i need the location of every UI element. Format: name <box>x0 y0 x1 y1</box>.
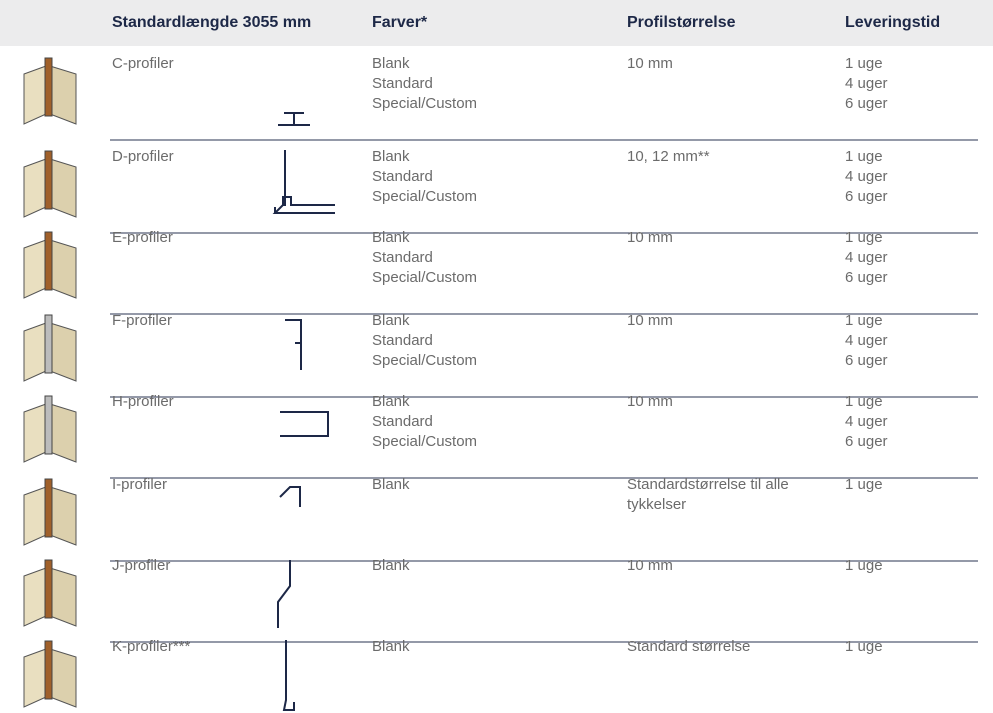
header-bar <box>0 0 993 46</box>
product-profile <box>44 314 53 374</box>
product-panel <box>49 403 77 463</box>
delivery-time: 1 uge <box>845 638 883 655</box>
profile-name: J-profiler <box>112 557 171 574</box>
color-option: Blank <box>372 229 410 246</box>
column-header: Farver* <box>372 14 428 31</box>
product-panel <box>49 567 77 627</box>
profile-name: C-profiler <box>112 55 174 72</box>
delivery-time: 4 uger <box>845 413 888 430</box>
product-profile <box>44 231 53 291</box>
product-panel <box>23 648 47 708</box>
profile-name: K-profiler*** <box>112 638 191 655</box>
delivery-time: 6 uger <box>845 433 888 450</box>
color-option: Blank <box>372 393 410 410</box>
delivery-time: 1 uge <box>845 55 883 72</box>
profile-diagram <box>282 640 295 711</box>
column-header: Profilstørrelse <box>627 14 736 31</box>
color-option: Blank <box>372 638 410 655</box>
profile-diagram <box>280 411 329 437</box>
color-option: Blank <box>372 312 410 329</box>
profile-size: Standard størrelse <box>627 638 751 655</box>
color-option: Special/Custom <box>372 433 478 450</box>
delivery-time: 4 uger <box>845 332 888 349</box>
delivery-time: 6 uger <box>845 95 888 112</box>
product-profile <box>44 395 53 455</box>
delivery-time: 4 uger <box>845 168 888 185</box>
profile-size: 10 mm <box>627 393 673 410</box>
product-panel <box>23 403 47 463</box>
profile-size: 10 mm <box>627 312 673 329</box>
delivery-time: 1 uge <box>845 148 883 165</box>
product-panel <box>23 239 47 299</box>
color-option: Standard <box>372 75 433 92</box>
profile-diagram <box>279 486 301 507</box>
product-panel <box>49 648 77 708</box>
color-option: Standard <box>372 413 433 430</box>
product-panel <box>23 322 47 382</box>
column-header: Standardlængde 3055 mm <box>112 14 312 31</box>
profile-diagram <box>285 319 302 370</box>
color-option: Blank <box>372 148 410 165</box>
color-option: Special/Custom <box>372 188 478 205</box>
product-panel <box>23 567 47 627</box>
color-option: Blank <box>372 476 410 493</box>
product-panel <box>49 158 77 218</box>
profile-diagram <box>277 560 291 628</box>
color-option: Blank <box>372 55 410 72</box>
delivery-time: 6 uger <box>845 269 888 286</box>
product-profile <box>44 150 53 210</box>
delivery-time: 6 uger <box>845 352 888 369</box>
delivery-time: 1 uge <box>845 312 883 329</box>
profile-name: D-profiler <box>112 148 174 165</box>
product-panel <box>49 486 77 546</box>
profile-diagram <box>282 150 335 206</box>
product-panel <box>49 239 77 299</box>
profile-name: F-profiler <box>112 312 173 329</box>
product-profile <box>44 57 53 117</box>
color-option: Special/Custom <box>372 269 478 286</box>
profile-name: I-profiler <box>112 476 168 493</box>
color-option: Standard <box>372 249 433 266</box>
color-option: Standard <box>372 168 433 185</box>
profile-name: E-profiler <box>112 229 173 246</box>
profile-size: 10 mm <box>627 557 673 574</box>
color-option: Special/Custom <box>372 95 478 112</box>
profile-name: H-profiler <box>112 393 174 410</box>
delivery-time: 6 uger <box>845 188 888 205</box>
profile-size: Standardstørrelse til alle tykkelser <box>627 476 789 513</box>
delivery-time: 4 uger <box>845 249 888 266</box>
delivery-time: 1 uge <box>845 476 883 493</box>
product-panel <box>49 322 77 382</box>
profile-size: 10 mm <box>627 55 673 72</box>
profile-diagram <box>272 150 335 214</box>
color-option: Standard <box>372 332 433 349</box>
profile-size: 10, 12 mm** <box>627 148 710 165</box>
product-panel <box>23 486 47 546</box>
color-option: Blank <box>372 557 410 574</box>
profile-diagram <box>278 112 310 126</box>
delivery-time: 1 uge <box>845 393 883 410</box>
product-panel <box>23 65 47 125</box>
product-panel <box>23 158 47 218</box>
product-profile <box>44 559 53 619</box>
profile-size: 10 mm <box>627 229 673 246</box>
delivery-time: 1 uge <box>845 229 883 246</box>
delivery-time: 1 uge <box>845 557 883 574</box>
delivery-time: 4 uger <box>845 75 888 92</box>
column-header: Leveringstid <box>845 14 941 31</box>
product-profile <box>44 478 53 538</box>
product-profile <box>44 640 53 700</box>
product-panel <box>49 65 77 125</box>
color-option: Special/Custom <box>372 352 478 369</box>
